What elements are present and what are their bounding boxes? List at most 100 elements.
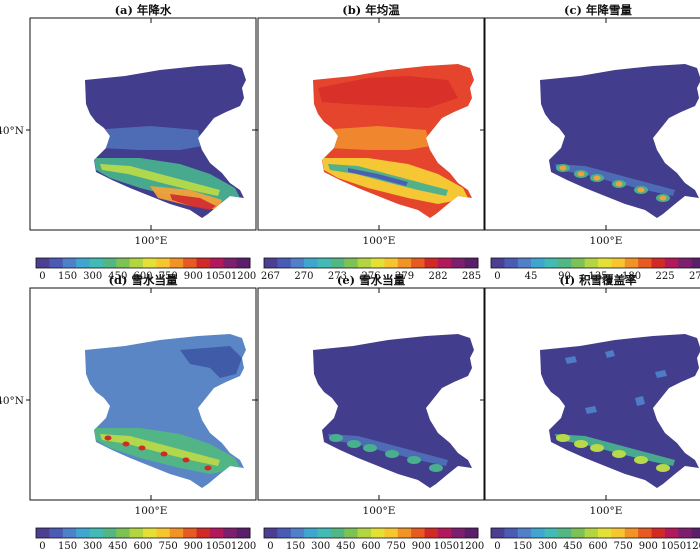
- colorbar-swatch: [638, 528, 652, 538]
- colorbar-swatch: [277, 528, 292, 538]
- colorbar-tick-label: 1200: [231, 541, 256, 550]
- colorbar-tick-label: 0: [39, 271, 45, 282]
- colorbar-swatch: [544, 258, 559, 268]
- colorbar-tick-label: 285: [462, 271, 481, 282]
- colorbar-tick-label: 270: [294, 271, 313, 282]
- panel-title: (c) 年降雪量: [564, 3, 632, 17]
- colorbar-swatch: [102, 258, 117, 268]
- colorbar-swatch: [102, 528, 117, 538]
- colorbar-swatch: [223, 528, 238, 538]
- colorbar-swatch: [598, 258, 612, 268]
- colorbar-tick-label: 750: [159, 271, 178, 282]
- colorbar-tick-label: 750: [387, 541, 406, 550]
- colorbar-swatch: [49, 258, 64, 268]
- colorbar-swatch: [169, 258, 184, 268]
- panel-title: (b) 年均温: [342, 3, 400, 17]
- colorbar-tick-label: 279: [395, 271, 414, 282]
- map-frame: [29, 287, 257, 501]
- colorbar-swatch: [264, 258, 278, 268]
- colorbar-swatch: [437, 528, 452, 538]
- colorbar-tick-label: 600: [588, 541, 607, 550]
- field-dot: [407, 456, 421, 464]
- map-panel-scf: (f) 积雪覆盖率100°E01503004506007509001050120…: [481, 273, 700, 550]
- region-fill: [540, 64, 700, 218]
- colorbar-swatch: [557, 528, 572, 538]
- colorbar-swatch: [611, 258, 626, 268]
- colorbar-swatch: [437, 258, 452, 268]
- colorbar: 0 45 90 135 180 225 270: [490, 257, 700, 282]
- colorbar-swatch: [183, 258, 197, 268]
- colorbar-swatch: [411, 258, 425, 268]
- colorbar-tick-label: 0: [494, 271, 500, 282]
- region-field: [540, 64, 700, 218]
- colorbar-swatch: [664, 258, 679, 268]
- field-dot: [182, 457, 190, 463]
- colorbar-swatch: [384, 528, 399, 538]
- region-field: [85, 334, 246, 488]
- lon-label: 100°E: [590, 235, 623, 247]
- colorbar-swatch: [611, 528, 626, 538]
- colorbar-swatch: [517, 528, 532, 538]
- colorbar-swatch: [504, 258, 519, 268]
- colorbar-swatch: [129, 528, 144, 538]
- colorbar-swatch: [116, 258, 131, 268]
- field-dot: [577, 171, 585, 177]
- colorbar-swatch: [651, 528, 666, 538]
- field-dot: [615, 181, 623, 187]
- colorbar-tick-label: 900: [184, 271, 203, 282]
- colorbar-swatch: [544, 528, 559, 538]
- colorbar-swatch: [277, 258, 292, 268]
- colorbar-swatch: [451, 258, 466, 268]
- colorbar-swatch: [584, 258, 599, 268]
- colorbar-tick-label: 225: [656, 271, 675, 282]
- colorbar-swatch: [304, 258, 318, 268]
- colorbar-swatch: [464, 528, 479, 538]
- colorbar-tick-label: 135: [588, 271, 607, 282]
- field-dot: [574, 440, 588, 448]
- colorbar-swatch: [36, 528, 50, 538]
- colorbar-tick-label: 450: [108, 271, 127, 282]
- colorbar-frame: [263, 257, 479, 269]
- field-dot: [656, 464, 670, 472]
- panel-title: (e) 雪水当量: [337, 273, 406, 287]
- colorbar-swatch: [531, 528, 545, 538]
- colorbar-frame: [490, 527, 700, 539]
- colorbar-swatch: [531, 258, 545, 268]
- colorbar-swatch: [183, 528, 197, 538]
- region-field: [540, 334, 700, 488]
- region-fill: [313, 334, 474, 488]
- field-overlays: [94, 346, 242, 474]
- panel-title: (d) 雪水当量: [109, 273, 178, 287]
- field-dot: [634, 456, 648, 464]
- colorbar-tick-label: 267: [261, 271, 280, 282]
- map-frame: [484, 17, 700, 231]
- colorbar-tick-label: 1050: [206, 271, 231, 282]
- colorbar-tick-label: 1050: [661, 541, 686, 550]
- lon-label: 100°E: [363, 505, 396, 517]
- colorbar-tick-label: 150: [58, 541, 77, 550]
- map-frame: [257, 17, 485, 231]
- colorbar-swatch: [571, 258, 586, 268]
- colorbar-swatch: [344, 258, 359, 268]
- region-field: [313, 334, 474, 488]
- field-mid-band: [92, 126, 202, 150]
- colorbar-tick-label: 282: [429, 271, 448, 282]
- colorbar-swatch: [464, 258, 479, 268]
- field-dot: [138, 445, 146, 451]
- map-frame: [484, 287, 700, 501]
- colorbar-swatch: [49, 528, 64, 538]
- colorbar-tick-label: 270: [689, 271, 700, 282]
- colorbar-swatch: [491, 258, 505, 268]
- region-field: [313, 64, 474, 218]
- colorbar-swatch: [76, 258, 90, 268]
- colorbar-swatch: [691, 528, 700, 538]
- colorbar-tick-label: 150: [286, 541, 305, 550]
- colorbar-tick-label: 450: [563, 541, 582, 550]
- colorbar-tick-label: 750: [159, 541, 178, 550]
- map-panel-swe2: (e) 雪水当量 100°E 0 150 300 450 600 750 900 1050 1200: [254, 273, 485, 550]
- field-dot: [363, 444, 377, 452]
- map-panel-snowfall: (c) 年降雪量 100°E 0 45 90 135 180 225 270: [481, 3, 700, 282]
- colorbar-swatch: [196, 528, 211, 538]
- field-overlays: [318, 76, 468, 204]
